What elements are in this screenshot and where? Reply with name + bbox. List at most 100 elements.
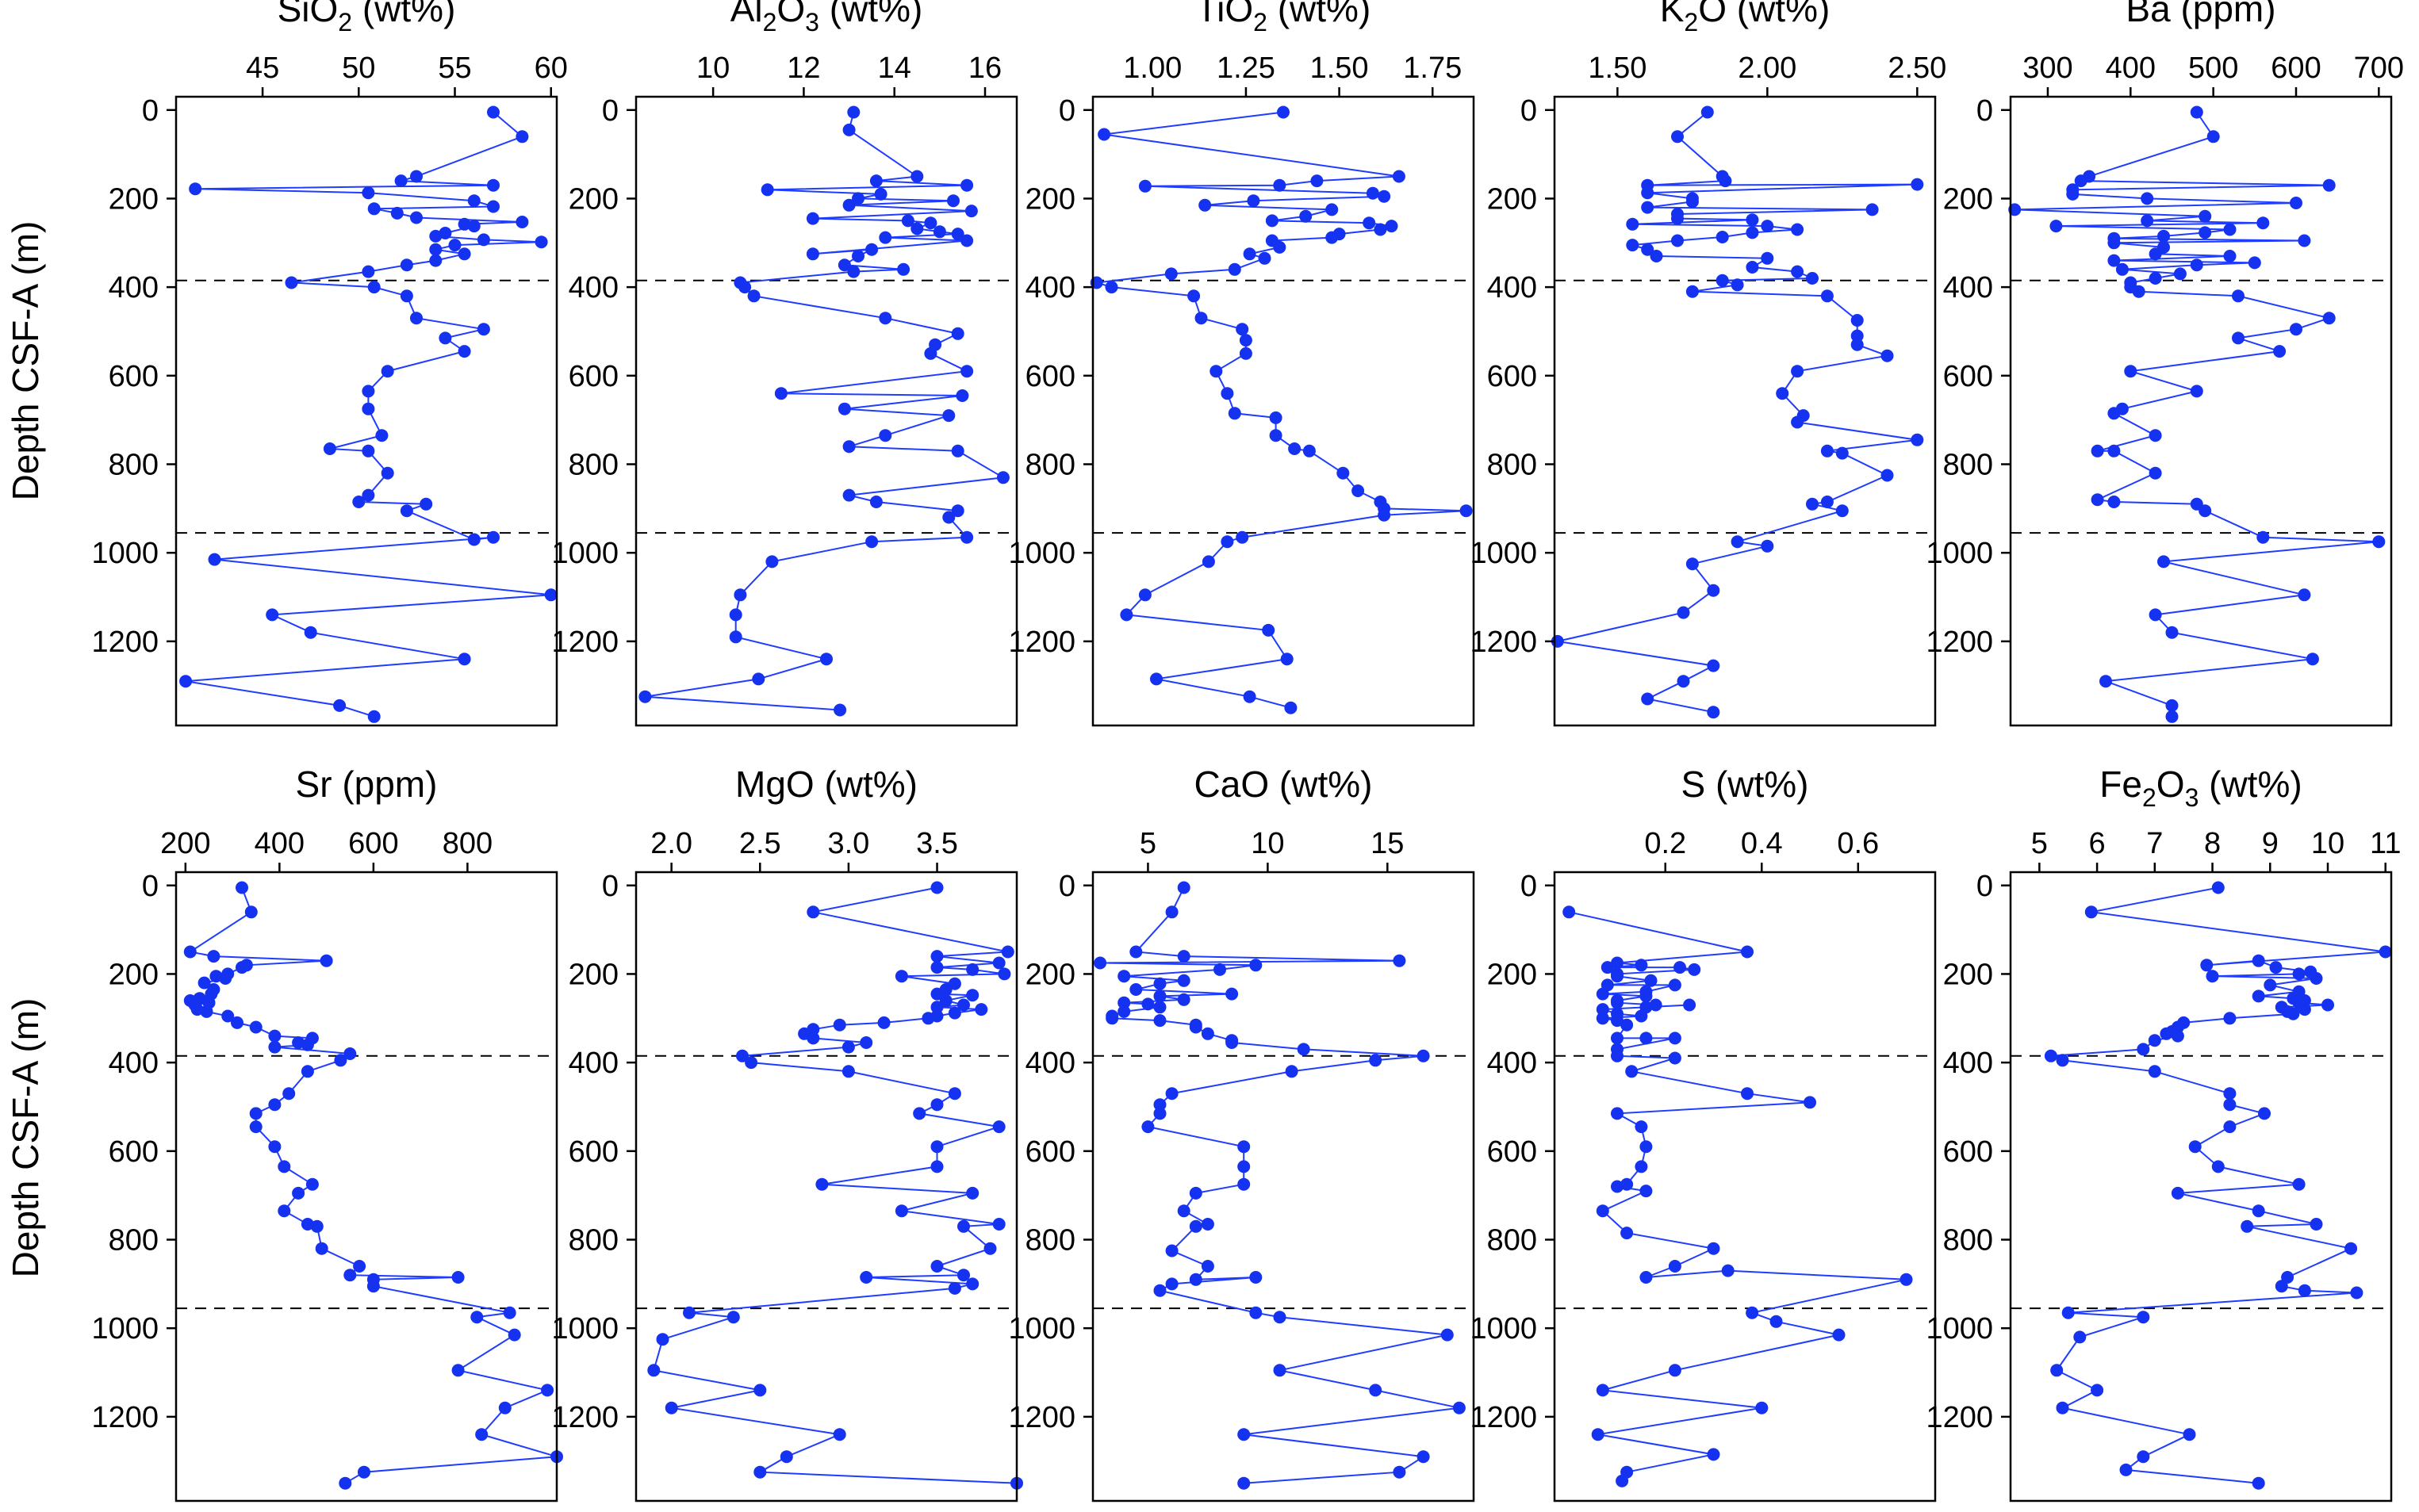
data-point (1820, 496, 1834, 508)
data-point (400, 289, 413, 303)
chart-panel: 300 400 500 600 700 0 200 400 600 800 1000 1200 Ba (… (1926, 0, 2404, 727)
y-tick-label: 0 (1520, 94, 1537, 128)
data-point (2290, 323, 2302, 336)
data-point (1310, 174, 1324, 188)
data-point (358, 1465, 370, 1479)
data-point (1239, 334, 1252, 347)
y-tick-label: 200 (1487, 958, 1537, 991)
data-point (2149, 608, 2162, 622)
data-point (752, 672, 765, 686)
x-tick-label: 0.2 (1644, 827, 1686, 860)
data-point (1620, 1227, 1634, 1240)
data-point (1236, 323, 1249, 336)
data-point (2099, 675, 2112, 688)
data-point (874, 187, 887, 201)
data-point (729, 630, 742, 644)
data-point (1721, 1264, 1735, 1277)
y-tick-label: 0 (1059, 870, 1075, 903)
plot-frame (634, 871, 1018, 1502)
data-point (1746, 1306, 1759, 1319)
plot-frame (1553, 871, 1937, 1502)
x-tick-label: 3.0 (827, 827, 869, 860)
data-point (410, 312, 423, 325)
data-point (2073, 1330, 2087, 1344)
y-tick-label: 1000 (91, 537, 159, 570)
data-point (1098, 128, 1111, 141)
y-tick-label: 800 (1487, 449, 1537, 482)
data-point (1641, 243, 1654, 256)
data-point (1804, 1096, 1816, 1109)
data-point (1201, 1027, 1214, 1040)
data-point (2091, 1384, 2104, 1397)
data-point (1194, 312, 1208, 325)
data-point (1650, 250, 1663, 262)
panel-title-part: 2 (1684, 8, 1698, 36)
data-point (1641, 692, 1654, 706)
data-point (1791, 365, 1804, 378)
y-tick-label: 200 (1487, 182, 1537, 216)
panel-title-part: SiO (278, 0, 339, 29)
data-point (1249, 959, 1263, 972)
data-point (1635, 1009, 1648, 1023)
data-point (1210, 365, 1223, 378)
data-point (249, 1120, 263, 1134)
data-point (1265, 214, 1279, 228)
data-point (2137, 1450, 2150, 1464)
data-point (2107, 407, 2121, 420)
data-point (1243, 690, 1256, 703)
data-point (930, 1140, 944, 1154)
y-tick-label: 1000 (1008, 1312, 1075, 1345)
data-point (2241, 1219, 2254, 1233)
x-tick-label: 5 (1140, 827, 1156, 860)
data-point (1299, 209, 1313, 223)
data-point (301, 1038, 314, 1051)
data-point (1374, 223, 1387, 236)
data-point (333, 699, 347, 712)
data-point (2084, 905, 2098, 919)
x-tick-label: 700 (2354, 52, 2404, 85)
data-point (2252, 1204, 2265, 1218)
data-point (1153, 1014, 1167, 1028)
y-tick-label: 200 (569, 958, 619, 991)
data-point (1117, 970, 1131, 983)
y-tick-label: 800 (1025, 449, 1075, 482)
plot-frame (1553, 95, 1937, 727)
data-point (2091, 444, 2104, 457)
data-point (2171, 1029, 2184, 1043)
data-point (747, 289, 761, 303)
data-point (516, 216, 529, 228)
series-line (188, 887, 558, 1484)
x-tick-label: 1.75 (1403, 52, 1462, 85)
data-point (1820, 289, 1834, 303)
plot-frame (2009, 871, 2393, 1502)
data-point (1177, 1204, 1190, 1218)
data-point (933, 225, 946, 239)
data-point (2232, 289, 2245, 303)
plot-frame (2009, 95, 2393, 727)
data-point (2292, 1177, 2306, 1191)
data-point (362, 385, 375, 398)
data-point (1177, 993, 1190, 1006)
y-tick-label: 1000 (551, 1312, 619, 1345)
data-point (1644, 974, 1658, 987)
data-point (1820, 444, 1834, 457)
data-point (1641, 201, 1654, 214)
data-point (2124, 365, 2137, 378)
data-point (960, 365, 974, 378)
data-point (966, 1277, 979, 1291)
panel-title-part: MgO (wt%) (735, 764, 918, 805)
data-point (838, 402, 851, 415)
data-point (1369, 1384, 1382, 1397)
data-point (2372, 535, 2386, 549)
plot-frame (1091, 95, 1475, 727)
data-point (367, 202, 381, 216)
data-point (2211, 1160, 2225, 1173)
data-point (2275, 1280, 2288, 1293)
data-point (1716, 231, 1729, 243)
data-point (1611, 996, 1624, 1009)
data-point (2199, 209, 2212, 223)
data-point (1880, 469, 1894, 482)
data-point (2160, 1027, 2173, 1040)
data-point (1639, 1032, 1653, 1045)
